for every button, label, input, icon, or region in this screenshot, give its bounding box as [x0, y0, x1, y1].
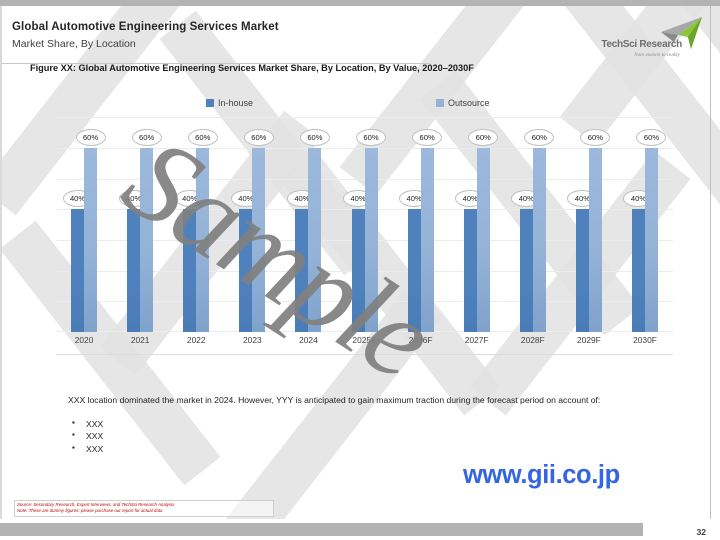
- x-axis-label: 2021: [130, 335, 150, 345]
- bar-in-house[interactable]: 40%: [118, 190, 149, 332]
- bar-in-house[interactable]: 40%: [455, 190, 486, 332]
- note-line: Note: These are dummy figures; please pu…: [17, 508, 163, 513]
- bar-value-label: 60%: [299, 128, 330, 146]
- bar-in-house[interactable]: 40%: [343, 190, 374, 332]
- bar-value-label: 60%: [524, 128, 555, 146]
- bar-group: 40% 60%: [561, 117, 617, 332]
- x-axis-label: 2030F: [633, 335, 657, 345]
- bar-outsource[interactable]: 60%: [468, 128, 499, 332]
- bar-outsource[interactable]: 60%: [412, 128, 443, 332]
- bullet-list: XXXXXXXXX: [68, 417, 668, 456]
- bar-in-house[interactable]: 40%: [62, 190, 93, 332]
- bar-outsource[interactable]: 60%: [580, 128, 611, 332]
- bar-outsource[interactable]: 60%: [636, 128, 667, 332]
- bar-outsource[interactable]: 60%: [524, 128, 555, 332]
- bar-group: 40% 60%: [224, 117, 280, 332]
- bar-value-label: 60%: [356, 128, 387, 146]
- bar-value-label: 60%: [468, 128, 499, 146]
- list-item: XXX: [68, 442, 668, 456]
- legend-label-outsource: Outsource: [448, 98, 490, 108]
- company-logo: TechSci Research from visions to reality: [596, 16, 704, 58]
- bar-in-house[interactable]: 40%: [623, 190, 654, 332]
- bar-value-label: 60%: [636, 128, 667, 146]
- legend-swatch-inhouse: [206, 99, 214, 107]
- page-number: 32: [696, 527, 706, 537]
- bar-outsource[interactable]: 60%: [243, 128, 274, 332]
- list-item: XXX: [68, 429, 668, 443]
- x-axis-label: 2022: [186, 335, 206, 345]
- bar-group: 40% 60%: [280, 117, 336, 332]
- bar-in-house[interactable]: 40%: [567, 190, 598, 332]
- header-divider: [2, 63, 430, 64]
- logo-wordmark: TechSci Research: [601, 39, 682, 50]
- bar-in-house[interactable]: 40%: [174, 190, 205, 332]
- footer-gray-bar: [0, 523, 643, 536]
- legend-item-outsource[interactable]: Outsource: [436, 98, 490, 108]
- legend-item-inhouse[interactable]: In-house: [206, 98, 253, 108]
- chart-container: In-house Outsource 40% 60% 40% 60% 40% 60% 40%…: [56, 95, 674, 357]
- bar-in-house[interactable]: 40%: [230, 190, 261, 332]
- bar-group: 40% 60%: [393, 117, 449, 332]
- x-axis-label: 2023: [243, 335, 262, 345]
- bar-outsource[interactable]: 60%: [75, 128, 106, 332]
- bar-groups: 40% 60% 40% 60% 40% 60% 40% 60% 40% 60% 40% 60% 40% 6…: [56, 117, 673, 332]
- gii-watermark-url: www.gii.co.jp: [463, 461, 620, 489]
- bar-value-label: 60%: [580, 128, 611, 146]
- bar-in-house[interactable]: 40%: [511, 190, 542, 332]
- paper-plane-icon: [658, 16, 704, 50]
- gridline: [56, 117, 673, 118]
- bar-outsource[interactable]: 60%: [299, 128, 330, 332]
- list-item: XXX: [68, 417, 668, 431]
- logo-tagline: from visions to reality: [634, 52, 680, 57]
- x-axis-label: 2026F: [408, 335, 433, 345]
- bar-value-label: 60%: [75, 128, 106, 146]
- bar-group: 40% 60%: [56, 117, 112, 332]
- bar-group: 40% 60%: [505, 117, 561, 332]
- gridline: [56, 179, 673, 180]
- top-gray-strip: [0, 0, 720, 6]
- body-text-block: XXX location dominated the market in 202…: [68, 394, 668, 456]
- bar-group: 40% 60%: [449, 117, 505, 332]
- gridline: [56, 148, 673, 149]
- legend-swatch-outsource: [436, 99, 444, 107]
- chart-legend: In-house Outsource: [56, 95, 674, 113]
- x-axis-label: 2027F: [464, 335, 489, 345]
- bar-value-label: 60%: [131, 128, 162, 146]
- slide-left-edge: [0, 6, 2, 519]
- page-subtitle: Market Share, By Location: [12, 38, 136, 50]
- bar-in-house[interactable]: 40%: [399, 190, 430, 332]
- bar-outsource[interactable]: 60%: [131, 128, 162, 332]
- bar-group: 40% 60%: [617, 117, 673, 332]
- bar-group: 40% 60%: [168, 117, 224, 332]
- slide-footer: 32: [0, 519, 720, 540]
- figure-title: Figure XX: Global Automotive Engineering…: [30, 63, 474, 73]
- x-axis-label: 2020: [74, 335, 94, 345]
- bar-group: 40% 60%: [112, 117, 168, 332]
- bar-in-house[interactable]: 40%: [286, 190, 317, 332]
- page-title: Global Automotive Engineering Services M…: [12, 21, 279, 33]
- bar-value-label: 60%: [412, 128, 443, 146]
- category-axis-line: [56, 354, 673, 355]
- source-line: Source: Secondary Research, Expert Inter…: [17, 502, 175, 507]
- source-note-box: Source: Secondary Research, Expert Inter…: [14, 500, 274, 517]
- slide-right-edge: [710, 6, 711, 519]
- x-axis-tick-labels: 2020 2021 2022 2023 2024 2025E 2026F 2027F 2028F…: [56, 335, 673, 345]
- bar-value-label: 60%: [187, 128, 218, 146]
- bar-group: 40% 60%: [336, 117, 392, 332]
- x-axis-label: 2029F: [577, 335, 601, 345]
- bar-outsource[interactable]: 60%: [356, 128, 387, 332]
- bar-value-label: 60%: [243, 128, 274, 146]
- legend-label-inhouse: In-house: [218, 98, 254, 108]
- chart-plot-area: 40% 60% 40% 60% 40% 60% 40% 60% 40% 60% 40% 60% 40% 6…: [56, 117, 673, 355]
- bar-outsource[interactable]: 60%: [187, 128, 218, 332]
- x-axis-label: 2028F: [520, 335, 545, 345]
- x-axis-label: 2025E: [352, 335, 377, 345]
- slide-header: Global Automotive Engineering Services M…: [0, 6, 720, 64]
- body-paragraph: XXX location dominated the market in 202…: [68, 395, 601, 405]
- x-axis-label: 2024: [299, 335, 318, 345]
